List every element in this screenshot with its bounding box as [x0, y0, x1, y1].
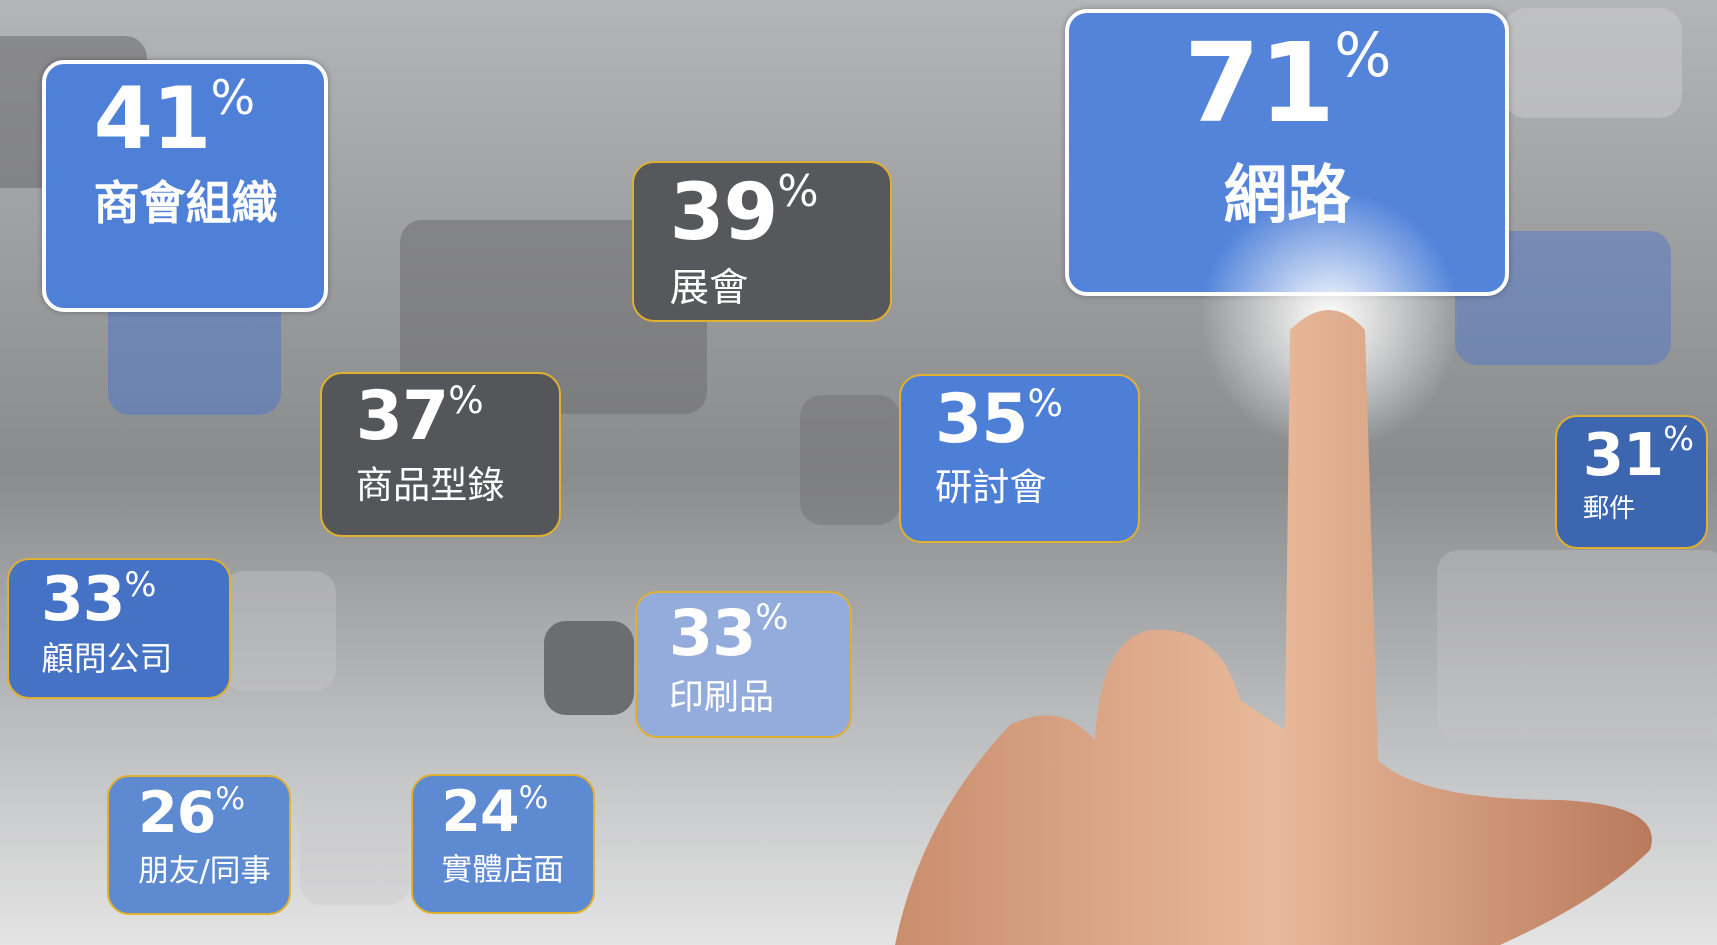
stat-label: 顧問公司 [41, 639, 173, 678]
stat-unit: % [124, 564, 156, 604]
stat-value: 39% [669, 165, 891, 258]
stat-tile: 37% 商品型錄 [319, 372, 561, 537]
stat-number: 71 [1183, 19, 1335, 148]
stat-value: 71% [1069, 23, 1504, 143]
stat-value: 33% [41, 563, 229, 635]
stat-tile: 39% 展會 [631, 160, 893, 322]
decor-square [800, 395, 900, 525]
stat-unit: % [1334, 21, 1391, 92]
stat-number: 24 [441, 779, 519, 846]
stat-unit: % [1663, 419, 1694, 458]
stat-tile: 24% 實體店面 [410, 774, 595, 915]
stat-label: 商會組織 [93, 176, 278, 231]
stat-unit: % [1027, 380, 1062, 425]
stat-label: 印刷品 [668, 676, 774, 718]
stat-tile: 33% 顧問公司 [6, 558, 232, 699]
stat-value: 24% [441, 781, 592, 844]
decor-square [1504, 8, 1682, 118]
stat-unit: % [777, 166, 818, 217]
stat-label: 實體店面 [441, 852, 565, 888]
stat-value: 33% [668, 595, 850, 670]
stat-tile: 33% 印刷品 [635, 591, 852, 739]
hand [895, 310, 1652, 945]
stat-number: 31 [1582, 419, 1664, 489]
stat-number: 26 [138, 780, 216, 847]
decor-square [1437, 550, 1717, 740]
decor-square [222, 571, 336, 691]
stat-value: 37% [355, 377, 559, 457]
stat-number: 35 [934, 379, 1028, 459]
stat-label: 郵件 [1582, 493, 1636, 524]
stat-label: 朋友/同事 [138, 853, 272, 889]
stat-label: 研討會 [934, 465, 1047, 510]
stat-label: 商品型錄 [355, 462, 505, 507]
stat-tile: 26% 朋友/同事 [107, 775, 292, 916]
decor-square [544, 621, 634, 715]
stat-value: 35% [934, 379, 1138, 459]
stat-value: 26% [138, 782, 289, 845]
decor-square [300, 780, 410, 905]
stat-tile: 41% 商會組織 [41, 60, 329, 313]
stat-number: 37 [355, 377, 449, 457]
stat-number: 33 [668, 595, 756, 670]
stat-number: 41 [93, 70, 212, 170]
stat-unit: % [210, 71, 255, 127]
stat-value: 41% [94, 73, 325, 167]
stat-value: 31% [1582, 419, 1706, 489]
stat-unit: % [448, 378, 483, 423]
stat-unit: % [518, 780, 549, 817]
stat-tile: 31% 郵件 [1554, 415, 1709, 549]
stat-unit: % [755, 597, 788, 638]
stat-number: 33 [41, 563, 125, 635]
stat-number: 39 [669, 165, 779, 258]
stat-unit: % [215, 781, 245, 818]
stat-label: 展會 [669, 264, 749, 311]
stat-tile: 35% 研討會 [898, 374, 1140, 544]
